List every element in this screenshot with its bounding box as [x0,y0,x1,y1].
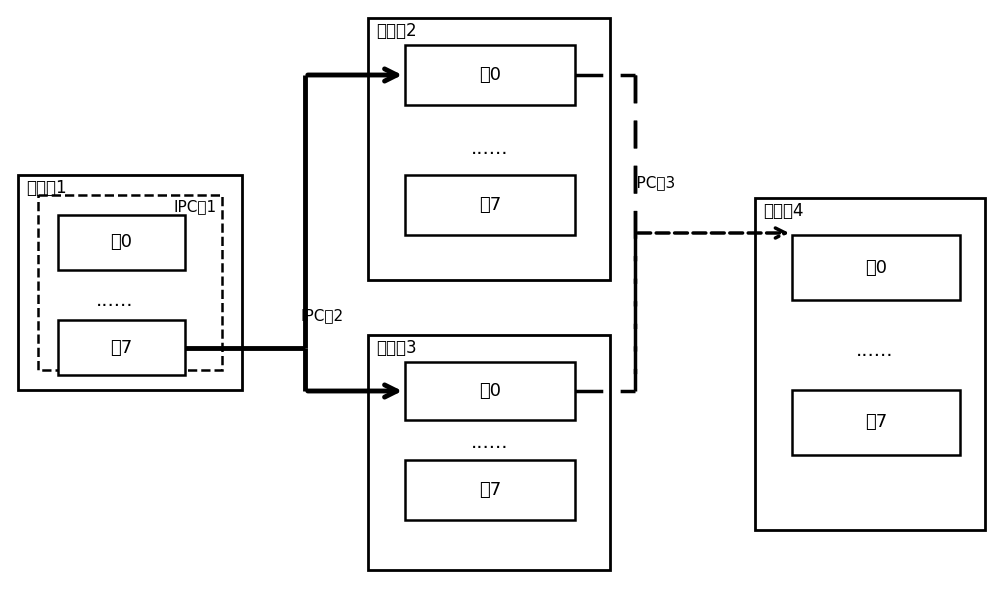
Text: 处理器4: 处理器4 [763,202,804,220]
Bar [405,175,575,235]
Bar [58,215,185,270]
Text: 核0: 核0 [479,382,501,400]
Text: IPC组3: IPC组3 [632,175,675,190]
Text: 核0: 核0 [110,234,132,252]
Text: IPC组2: IPC组2 [300,308,343,323]
Bar [368,335,610,570]
Bar [38,195,222,370]
Bar [755,198,985,530]
Text: ......: ...... [96,290,134,309]
Bar [368,18,610,280]
Bar [792,390,960,455]
Text: ......: ...... [471,138,509,157]
Text: IPC组1: IPC组1 [174,199,217,214]
Bar [792,235,960,300]
Text: ......: ...... [856,341,894,360]
Bar [405,362,575,420]
Bar [18,175,242,390]
Text: 处理器1: 处理器1 [26,179,67,197]
Text: 核0: 核0 [865,258,887,277]
Text: 核7: 核7 [110,338,133,357]
Bar [405,460,575,520]
Text: 核7: 核7 [479,196,501,214]
Bar [405,45,575,105]
Text: 核7: 核7 [865,413,887,432]
Text: 核7: 核7 [479,481,501,499]
Text: ......: ...... [471,434,509,453]
Bar [58,320,185,375]
Text: 核0: 核0 [479,66,501,84]
Text: 处理器2: 处理器2 [376,22,417,40]
Text: 处理器3: 处理器3 [376,339,417,357]
